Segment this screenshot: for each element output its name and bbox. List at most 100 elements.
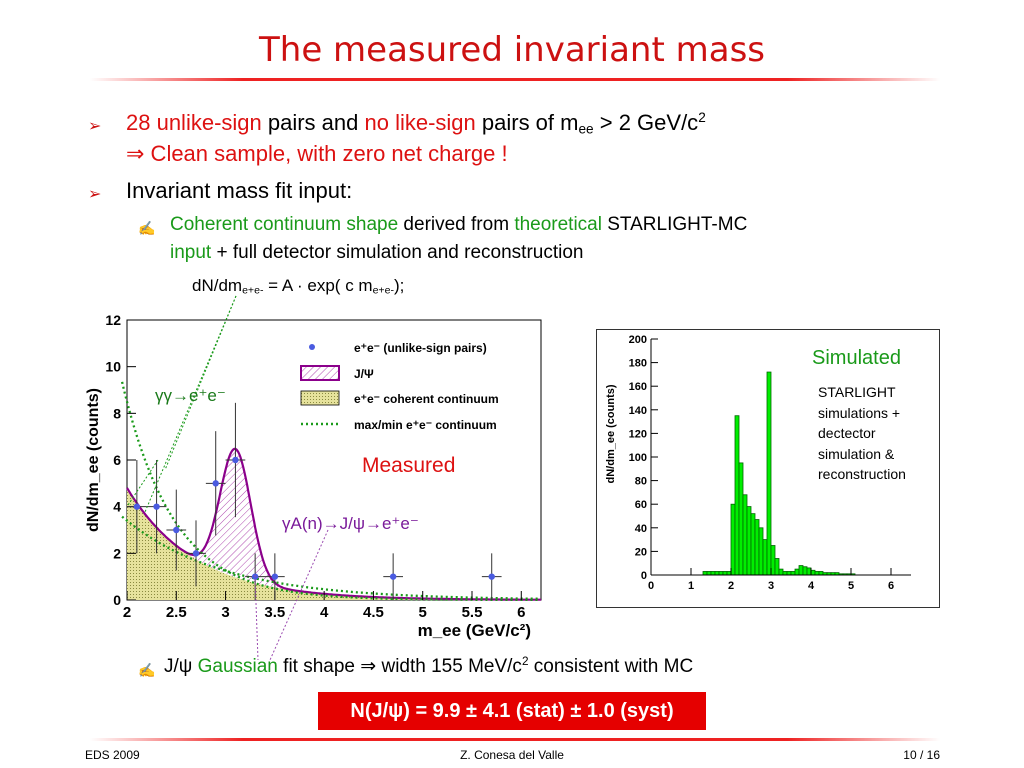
histogram-bar [782,571,788,576]
superscript: 2 [698,110,706,125]
histogram-bar [718,571,724,576]
data-point [488,573,495,580]
bullet-arrow-icon: ➢ [88,186,102,203]
histogram-bar [762,539,768,576]
y-tick-label: 10 [105,359,121,375]
pointer-line [254,574,259,661]
jpsi-area [186,448,285,589]
histogram-bar [818,571,824,576]
text-fragment: + full detector simulation and reconstru… [211,242,584,263]
y-tick-label: 120 [629,428,647,440]
footer-center: Z. Conesa del Valle [460,748,564,762]
text-fragment: J/ψ [164,656,198,678]
y-tick-label: 80 [635,476,647,488]
x-tick-label: 4 [320,604,329,621]
result-badge: N(J/ψ) = 9.9 ± 4.1 (stat) ± 1.0 (syst) [318,692,706,730]
maxmin-continuum-line [121,515,540,600]
sub-bullet-line-1: Coherent continuum shape derived from th… [170,214,747,236]
histogram-bar [766,371,772,576]
text-fragment: pairs of m [475,110,579,136]
x-tick-label: 4 [808,580,815,592]
bullet-2: Invariant mass fit input: [126,178,353,203]
text-fragment: pairs and [261,110,365,136]
legend-marker-jpsi [300,365,340,381]
y-tick-label: 140 [629,405,647,417]
x-tick-label: 2.5 [166,604,187,621]
text-theoretical: theoretical [514,214,602,235]
histogram-bar [742,494,748,576]
histogram-bar [730,503,736,576]
data-point [153,503,160,510]
y-tick-label: 0 [113,592,121,608]
text-fragment: > 2 GeV/c [593,110,699,136]
data-point [212,480,219,487]
y-tick-label: 100 [629,452,647,464]
x-tick-label: 4.5 [363,604,384,621]
pointer-line [127,459,159,506]
footer-right: 10 / 16 [903,748,940,762]
note-line: reconstruction [818,466,906,482]
text-fragment: Clean sample, with zero net charge ! [144,141,508,166]
x-tick-label: 1 [688,580,694,592]
y-tick-label: 4 [113,499,121,515]
y-tick-label: 8 [113,405,121,421]
histogram-bar [714,571,720,576]
histogram-bar [778,568,784,576]
text-gaussian: Gaussian [197,656,278,678]
text-unlike-sign: 28 unlike-sign [126,110,262,136]
superscript: 2 [521,655,529,668]
text-fragment: consistent with MC [528,656,694,678]
data-point [389,573,397,580]
implies-icon: ⇒ [126,141,145,166]
y-tick-label: 200 [629,334,647,346]
y-tick-label: 0 [641,570,647,582]
histogram-bar [722,571,728,576]
starlight-note: STARLIGHT simulations + dectector simula… [818,382,906,485]
histogram-bar [758,527,764,576]
y-tick-label: 20 [635,546,647,558]
y-tick-label: 2 [113,545,121,561]
x-tick-label: 3 [768,580,774,592]
continuum-area [127,488,541,600]
legend-entry-2: e⁺e⁻ coherent continuum [354,392,499,406]
histogram-bar [750,513,756,576]
sub-bullet-icon: ✍ [138,662,156,678]
bullet-1-line-2: ⇒ Clean sample, with zero net charge ! [126,141,508,167]
text-fragment: derived from [398,214,515,235]
legend-marker-continuum [300,390,340,406]
histogram-bar [802,566,808,576]
subscript: e+e- [242,284,264,297]
text-input: input [170,242,212,263]
x-tick-label: 0 [648,580,654,592]
histogram-bar [702,571,708,576]
histogram-bar [754,519,760,576]
pointer-line [144,295,237,513]
histogram-bar [734,415,740,576]
note-line: dectector [818,425,876,441]
text-fragment: ); [393,276,405,295]
x-axis-label: m_ee (GeV/c²) [418,621,531,640]
bullet-arrow-icon: ➢ [88,118,102,135]
text-fragment: dN/dm [192,276,243,295]
x-tick-label: 2 [123,604,131,621]
histogram-bar [814,571,820,576]
note-line: simulations + [818,404,901,421]
histogram-bar [726,571,732,576]
legend-entry-3: max/min e⁺e⁻ continuum [354,418,497,432]
histogram-bar [806,567,812,576]
histogram-bar [786,571,792,576]
x-tick-label: 5 [848,580,854,592]
footer-left: EDS 2009 [85,748,140,762]
note-line: STARLIGHT [818,384,896,400]
y-tick-label: 6 [113,452,121,468]
y-tick-label: 180 [629,358,647,370]
histogram-bar [774,558,780,576]
text-fragment: STARLIGHT-MC [601,214,748,235]
title-divider [90,78,940,81]
data-point [192,550,200,557]
maxmin-continuum-line [120,381,540,602]
